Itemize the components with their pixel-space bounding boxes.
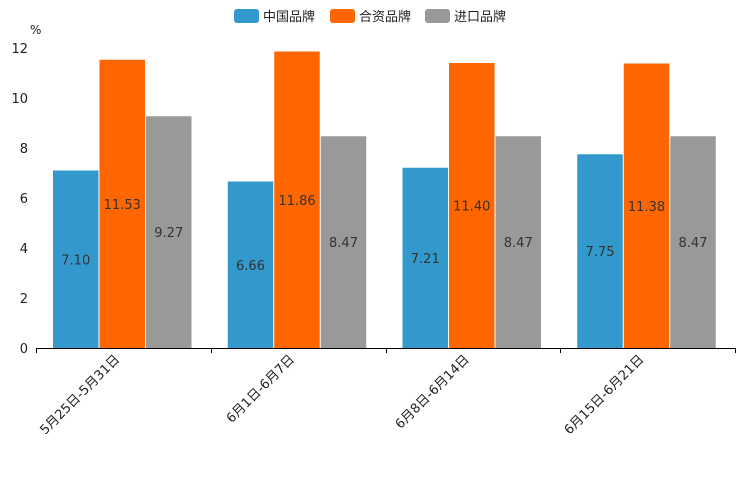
x-tick-label: 5月25日-5月31日 <box>37 352 123 438</box>
bar <box>320 136 367 348</box>
bar <box>99 59 145 348</box>
data-label: 8.47 <box>329 236 358 251</box>
legend-swatch <box>425 9 450 23</box>
legend-label: 合资品牌 <box>359 9 411 25</box>
y-tick-label: 8 <box>20 142 28 157</box>
data-label: 9.27 <box>154 226 183 241</box>
data-label: 7.10 <box>61 253 90 268</box>
bar <box>146 116 192 348</box>
x-tick-label: 6月15日-6月21日 <box>562 352 648 438</box>
x-axis: 5月25日-5月31日 6月1日-6月7日 6月8日-6月14日 6月15日-6月21… <box>36 348 736 438</box>
bar <box>670 136 716 348</box>
bar <box>53 170 99 348</box>
data-label: 7.21 <box>411 252 440 267</box>
bar <box>623 63 670 348</box>
y-tick-label: 0 <box>20 342 28 357</box>
bar <box>402 167 448 348</box>
bar <box>274 51 320 348</box>
data-label: 8.47 <box>679 236 708 251</box>
x-tick-label: 6月8日-6月14日 <box>393 352 473 432</box>
legend-label: 进口品牌 <box>454 9 506 25</box>
data-label: 11.40 <box>453 200 490 215</box>
data-label: 8.47 <box>504 236 533 251</box>
data-label: 11.53 <box>104 198 141 213</box>
legend-swatch <box>330 9 355 23</box>
y-tick-label: 2 <box>20 292 28 307</box>
data-label: 7.75 <box>586 245 615 260</box>
legend-label: 中国品牌 <box>263 9 315 25</box>
bar <box>449 63 495 348</box>
y-axis: 0 2 4 6 8 10 12 <box>11 42 28 357</box>
y-tick-label: 6 <box>20 192 28 207</box>
bar <box>227 181 274 348</box>
bars: 7.10 11.53 9.27 6.66 11.86 8.47 7.21 11.40 8.47 7… <box>53 51 716 348</box>
bar <box>577 154 623 348</box>
y-tick-label: 4 <box>20 242 28 257</box>
data-label: 11.38 <box>628 200 665 215</box>
y-tick-label: 10 <box>11 92 28 107</box>
bar <box>495 136 541 348</box>
y-tick-label: 12 <box>11 42 28 57</box>
data-label: 6.66 <box>236 259 265 274</box>
data-label: 11.86 <box>278 194 315 209</box>
legend: 中国品牌 合资品牌 进口品牌 <box>234 9 506 25</box>
x-tick-label: 6月1日-6月7日 <box>224 352 298 426</box>
legend-swatch <box>234 9 259 23</box>
y-axis-unit-label: % <box>30 23 41 37</box>
